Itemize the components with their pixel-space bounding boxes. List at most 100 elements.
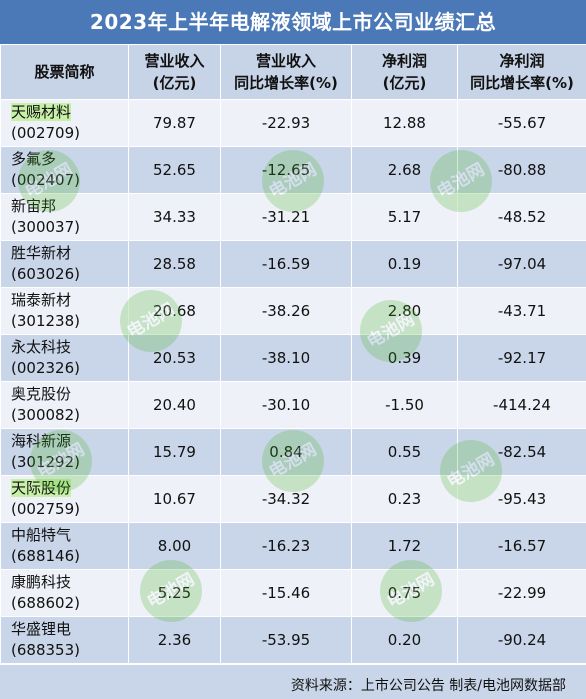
stock-code: (002407) (11, 171, 80, 189)
net-profit-cell: 0.39 (351, 334, 458, 382)
table-row: 康鹏科技 (688602) 5.25 -15.46 0.75 -22.99 (0, 569, 586, 617)
net-profit-yoy-cell: -97.04 (457, 240, 586, 288)
net-profit-cell: 2.80 (351, 287, 458, 335)
net-profit-yoy-cell: -55.67 (457, 99, 586, 147)
stock-name-cell: 天赐材料 (002709) (0, 99, 129, 147)
table-title: 2023年上半年电解液领域上市公司业绩汇总 (0, 0, 586, 44)
header-net-profit-line1: 净利润 (381, 52, 427, 70)
table-row: 海科新源 (301292) 15.79 0.84 0.55 -82.54 (0, 428, 586, 476)
stock-name: 天赐材料 (11, 103, 72, 121)
header-net-profit-yoy-line2: 同比增长率(%) (470, 74, 574, 92)
revenue-cell: 52.65 (128, 146, 221, 194)
stock-code: (300037) (11, 218, 80, 236)
header-revenue-yoy-line2: 同比增长率(%) (234, 74, 338, 92)
revenue-cell: 34.33 (128, 193, 221, 241)
stock-code: (300082) (11, 406, 80, 424)
table-row: 奥克股份 (300082) 20.40 -30.10 -1.50 -414.24 (0, 381, 586, 429)
stock-code: (688602) (11, 594, 80, 612)
stock-name-cell: 康鹏科技 (688602) (0, 569, 129, 617)
revenue-yoy-cell: -15.46 (220, 569, 352, 617)
source-footer: 资料来源：上市公司公告 制表/电池网数据部 (0, 664, 586, 699)
stock-code: (301292) (11, 453, 80, 471)
stock-name-cell: 天际股份 (002759) (0, 475, 129, 523)
revenue-cell: 20.40 (128, 381, 221, 429)
header-net-profit: 净利润 (亿元) (351, 44, 458, 100)
revenue-cell: 28.58 (128, 240, 221, 288)
stock-name: 中船特气 (11, 526, 72, 544)
net-profit-yoy-cell: -82.54 (457, 428, 586, 476)
revenue-cell: 5.25 (128, 569, 221, 617)
stock-code: (002709) (11, 124, 80, 142)
revenue-cell: 20.53 (128, 334, 221, 382)
stock-name: 瑞泰新材 (11, 291, 72, 309)
table-row: 多氟多 (002407) 52.65 -12.65 2.68 -80.88 (0, 146, 586, 194)
revenue-yoy-cell: -22.93 (220, 99, 352, 147)
net-profit-yoy-cell: -48.52 (457, 193, 586, 241)
stock-name: 华盛锂电 (11, 620, 72, 638)
revenue-yoy-cell: -12.65 (220, 146, 352, 194)
table-body: 天赐材料 (002709) 79.87 -22.93 12.88 -55.67 多氟多 (00… (0, 99, 586, 664)
revenue-yoy-cell: -31.21 (220, 193, 352, 241)
header-revenue-line2: (亿元) (152, 74, 197, 92)
net-profit-cell: 0.19 (351, 240, 458, 288)
header-stock-name: 股票简称 (0, 44, 129, 100)
table-row: 华盛锂电 (688353) 2.36 -53.95 0.20 -90.24 (0, 616, 586, 664)
stock-name: 多氟多 (11, 150, 57, 168)
revenue-cell: 8.00 (128, 522, 221, 570)
stock-name-cell: 华盛锂电 (688353) (0, 616, 129, 664)
revenue-cell: 2.36 (128, 616, 221, 664)
revenue-yoy-cell: -16.23 (220, 522, 352, 570)
stock-name: 海科新源 (11, 432, 72, 450)
revenue-yoy-cell: -38.26 (220, 287, 352, 335)
table-row: 胜华新材 (603026) 28.58 -16.59 0.19 -97.04 (0, 240, 586, 288)
stock-name: 胜华新材 (11, 244, 72, 262)
net-profit-yoy-cell: -92.17 (457, 334, 586, 382)
header-row: 股票简称 营业收入 (亿元) 营业收入 同比增长率(%) 净利润 (亿元) 净利… (0, 44, 586, 100)
stock-code: (002759) (11, 500, 80, 518)
revenue-yoy-cell: -34.32 (220, 475, 352, 523)
net-profit-cell: 0.75 (351, 569, 458, 617)
stock-name: 奥克股份 (11, 385, 72, 403)
net-profit-cell: -1.50 (351, 381, 458, 429)
header-revenue-line1: 营业收入 (144, 52, 205, 70)
stock-name-cell: 胜华新材 (603026) (0, 240, 129, 288)
table-row: 天际股份 (002759) 10.67 -34.32 0.23 -95.43 (0, 475, 586, 523)
net-profit-yoy-cell: -22.99 (457, 569, 586, 617)
net-profit-cell: 12.88 (351, 99, 458, 147)
stock-code: (002326) (11, 359, 80, 377)
net-profit-yoy-cell: -414.24 (457, 381, 586, 429)
net-profit-yoy-cell: -43.71 (457, 287, 586, 335)
performance-table: 股票简称 营业收入 (亿元) 营业收入 同比增长率(%) 净利润 (亿元) 净利… (0, 44, 586, 664)
net-profit-yoy-cell: -90.24 (457, 616, 586, 664)
table-row: 天赐材料 (002709) 79.87 -22.93 12.88 -55.67 (0, 99, 586, 147)
revenue-yoy-cell: -53.95 (220, 616, 352, 664)
stock-code: (603026) (11, 265, 80, 283)
stock-name: 新宙邦 (11, 197, 57, 215)
net-profit-yoy-cell: -95.43 (457, 475, 586, 523)
table-header: 股票简称 营业收入 (亿元) 营业收入 同比增长率(%) 净利润 (亿元) 净利… (0, 44, 586, 100)
table-row: 中船特气 (688146) 8.00 -16.23 1.72 -16.57 (0, 522, 586, 570)
header-net-profit-yoy-line1: 净利润 (499, 52, 545, 70)
revenue-yoy-cell: 0.84 (220, 428, 352, 476)
stock-name-cell: 永太科技 (002326) (0, 334, 129, 382)
table-row: 新宙邦 (300037) 34.33 -31.21 5.17 -48.52 (0, 193, 586, 241)
net-profit-yoy-cell: -80.88 (457, 146, 586, 194)
stock-name-cell: 奥克股份 (300082) (0, 381, 129, 429)
revenue-cell: 79.87 (128, 99, 221, 147)
header-revenue-yoy-line1: 营业收入 (255, 52, 316, 70)
stock-name-cell: 瑞泰新材 (301238) (0, 287, 129, 335)
net-profit-cell: 0.55 (351, 428, 458, 476)
stock-code: (688146) (11, 547, 80, 565)
stock-code: (688353) (11, 641, 80, 659)
header-revenue: 营业收入 (亿元) (128, 44, 221, 100)
stock-name: 康鹏科技 (11, 573, 72, 591)
stock-name-cell: 新宙邦 (300037) (0, 193, 129, 241)
revenue-cell: 20.68 (128, 287, 221, 335)
stock-name-cell: 海科新源 (301292) (0, 428, 129, 476)
header-net-profit-yoy: 净利润 同比增长率(%) (457, 44, 586, 100)
stock-name: 永太科技 (11, 338, 72, 356)
stock-name-cell: 中船特气 (688146) (0, 522, 129, 570)
table-row: 永太科技 (002326) 20.53 -38.10 0.39 -92.17 (0, 334, 586, 382)
header-net-profit-line2: (亿元) (382, 74, 427, 92)
